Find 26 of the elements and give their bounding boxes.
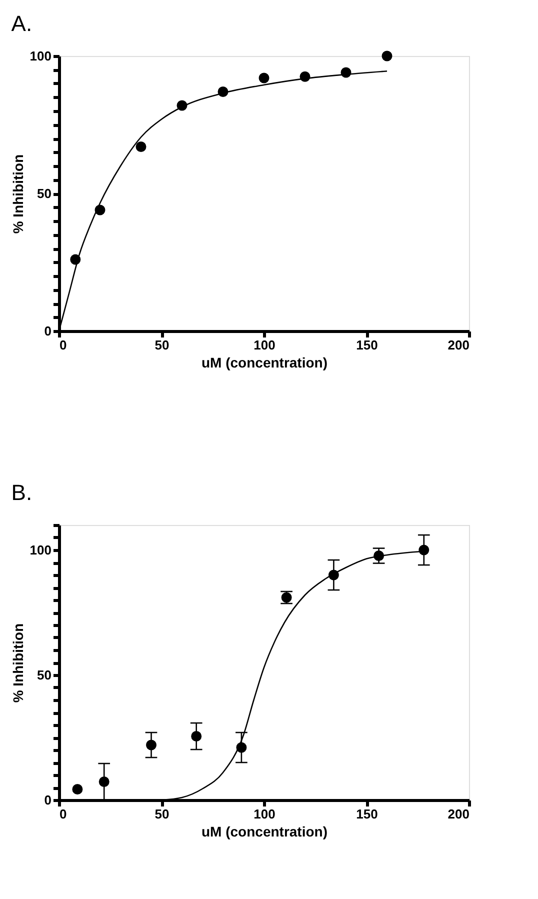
x-tick-label: 150 (356, 806, 378, 822)
x-tick-label: 50 (154, 338, 170, 352)
point (72, 784, 83, 794)
x-tick-label: 150 (356, 338, 378, 352)
y-tick-label: 0 (44, 324, 52, 338)
y-tick-label: 100 (30, 48, 52, 64)
x-tick-label: 100 (254, 338, 276, 352)
x-axis-title: uM (concentration) (202, 824, 328, 840)
x-axis-title: uM (concentration) (202, 354, 328, 370)
x-tick-label: 200 (448, 806, 470, 822)
x-tick-label: 0 (60, 806, 67, 822)
y-axis-title: % Inhibition (10, 623, 26, 703)
point (382, 50, 392, 62)
y-axis-title: % Inhibition (10, 154, 26, 234)
x-tick-label: 0 (60, 338, 67, 352)
chart-title: B. (11, 480, 32, 505)
x-tick-label: 200 (448, 338, 470, 352)
point (258, 72, 270, 84)
chart-title: A. (11, 11, 32, 36)
y-tick-label: 50 (37, 186, 52, 201)
x-tick-label: 100 (254, 806, 276, 822)
y-tick-label: 50 (37, 668, 52, 682)
point (136, 142, 146, 152)
y-tick-label: 0 (44, 792, 52, 808)
x-tick-label: 50 (154, 806, 170, 822)
y-tick-label: 100 (30, 542, 52, 558)
